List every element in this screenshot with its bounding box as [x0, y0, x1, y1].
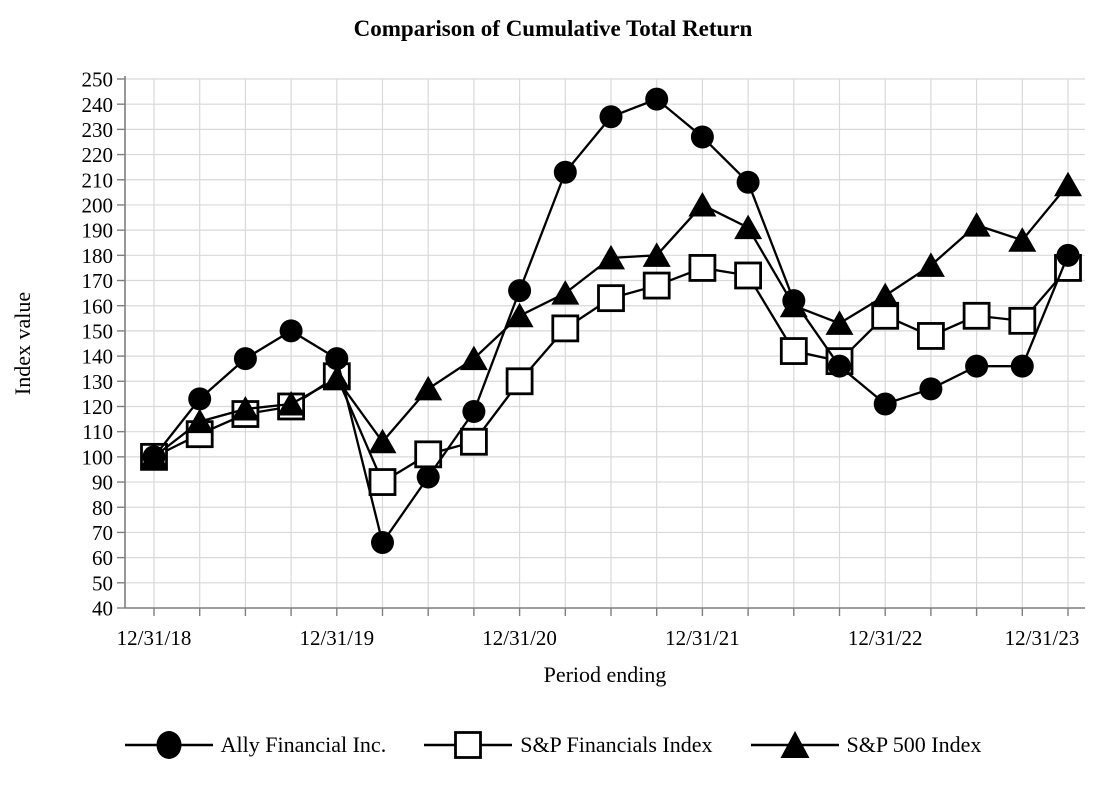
legend-label: S&P Financials Index — [520, 732, 713, 757]
y-axis-title: Index value — [10, 292, 35, 395]
filled-triangle-icon — [750, 731, 839, 758]
y-tick-label: 40 — [92, 597, 113, 621]
chart-title: Comparison of Cumulative Total Return — [353, 16, 753, 41]
legend-label: S&P 500 Index — [846, 732, 982, 757]
y-tick-label: 70 — [92, 521, 113, 545]
open-square-icon — [424, 731, 513, 759]
y-tick-label: 220 — [82, 143, 114, 167]
legend-label: Ally Financial Inc. — [220, 732, 387, 757]
legend: Ally Financial Inc. S&P Financials Index… — [0, 722, 1106, 768]
y-tick-label: 190 — [82, 219, 114, 243]
y-tick-label: 150 — [82, 319, 114, 343]
series-s-p-financials-index — [140, 254, 1082, 496]
y-tick-label: 170 — [82, 269, 114, 293]
plot-area: 2502402302202102001901801701601501401301… — [10, 68, 1085, 687]
x-tick-label: 12/31/22 — [848, 626, 923, 650]
y-tick-label: 230 — [82, 118, 114, 142]
x-tick-label: 12/31/23 — [1005, 626, 1080, 650]
y-tick-label: 130 — [82, 370, 114, 394]
x-tick-label: 12/31/21 — [665, 626, 740, 650]
y-tick-label: 100 — [82, 445, 114, 469]
y-tick-label: 90 — [92, 471, 113, 495]
y-tick-label: 210 — [82, 168, 114, 192]
y-tick-label: 250 — [82, 68, 114, 92]
x-axis-title: Period ending — [544, 662, 667, 687]
y-tick-label: 60 — [92, 546, 113, 570]
series-ally-financial-inc — [142, 87, 1080, 555]
legend-item-sp-financials: S&P Financials Index — [424, 728, 713, 762]
legend-item-ally-financial: Ally Financial Inc. — [124, 728, 387, 762]
axis-titles: Period ending Index value — [10, 292, 666, 687]
x-tick-label: 12/31/19 — [299, 626, 374, 650]
y-tick-label: 120 — [82, 395, 114, 419]
y-tick-label: 50 — [92, 571, 113, 595]
y-tick-labels: 2502402302202102001901801701601501401301… — [82, 68, 114, 621]
legend-item-sp500: S&P 500 Index — [750, 728, 982, 762]
axes — [124, 76, 1085, 609]
y-tick-label: 140 — [82, 345, 114, 369]
x-tick-label: 12/31/18 — [117, 626, 192, 650]
axis-ticks — [117, 78, 1069, 616]
y-tick-label: 110 — [82, 420, 113, 444]
y-tick-label: 80 — [92, 496, 113, 520]
x-tick-label: 12/31/20 — [482, 626, 557, 650]
y-tick-label: 160 — [82, 294, 114, 318]
y-tick-label: 180 — [82, 244, 114, 268]
x-tick-labels: 12/31/18 12/31/19 12/31/20 12/31/21 12/31/22… — [117, 626, 1080, 650]
y-tick-label: 200 — [82, 194, 114, 218]
filled-circle-icon — [124, 731, 213, 759]
horizontal-gridlines — [125, 78, 1085, 584]
y-tick-label: 240 — [82, 93, 114, 117]
